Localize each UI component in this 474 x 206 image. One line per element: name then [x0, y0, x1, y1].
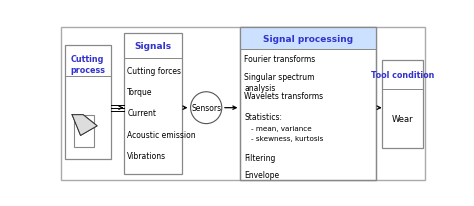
- Text: Tool condition: Tool condition: [371, 71, 434, 80]
- Text: Statistics:: Statistics:: [244, 113, 282, 122]
- Text: Vibrations: Vibrations: [127, 151, 166, 160]
- Text: Cutting forces: Cutting forces: [127, 67, 181, 76]
- Text: - mean, variance: - mean, variance: [251, 125, 311, 131]
- Text: Cutting
process: Cutting process: [70, 55, 105, 74]
- Text: Current: Current: [127, 109, 156, 118]
- Bar: [240, 28, 376, 50]
- Bar: [74, 115, 94, 147]
- Text: Wavelets transforms: Wavelets transforms: [244, 91, 323, 100]
- Text: Signal processing: Signal processing: [263, 35, 354, 43]
- Text: Fourier transforms: Fourier transforms: [244, 55, 315, 64]
- Bar: [240, 28, 376, 180]
- Polygon shape: [72, 115, 97, 136]
- Text: Sensors: Sensors: [191, 104, 221, 113]
- Text: Acoustic emission: Acoustic emission: [127, 130, 196, 139]
- Text: Torque: Torque: [127, 88, 153, 97]
- Text: Filtering: Filtering: [244, 153, 275, 162]
- Bar: [65, 45, 110, 160]
- Bar: [124, 34, 182, 174]
- Text: Envelope: Envelope: [244, 171, 279, 180]
- Ellipse shape: [191, 92, 222, 124]
- Text: Wear: Wear: [392, 115, 413, 124]
- Text: Signals: Signals: [134, 42, 171, 51]
- Bar: [240, 28, 376, 180]
- Text: - skewness, kurtosis: - skewness, kurtosis: [251, 136, 323, 142]
- Bar: [382, 61, 423, 149]
- Text: Singular spectrum
analysis: Singular spectrum analysis: [244, 73, 315, 92]
